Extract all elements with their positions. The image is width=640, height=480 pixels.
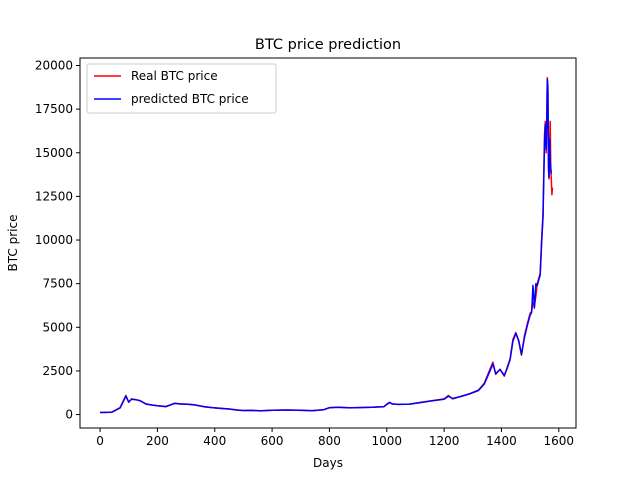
x-tick-label: 200 — [146, 434, 169, 448]
x-axis-label: Days — [313, 456, 343, 470]
legend-label-predicted: predicted BTC price — [131, 92, 249, 106]
y-tick-label: 17500 — [35, 102, 73, 116]
x-tick-label: 800 — [318, 434, 341, 448]
legend-box — [86, 63, 277, 114]
chart-title: BTC price prediction — [255, 37, 401, 53]
series-line-predicted — [100, 78, 553, 414]
y-tick-label: 20000 — [35, 59, 73, 73]
x-tick-label: 1200 — [429, 434, 460, 448]
y-tick-label: 2500 — [42, 364, 73, 378]
series-layer — [100, 76, 554, 414]
x-tick-label: 0 — [96, 434, 104, 448]
x-tick-label: 600 — [261, 434, 284, 448]
plot-frame — [79, 57, 577, 429]
y-tick-label: 15000 — [35, 146, 73, 160]
x-axis: 0 200 400 600 800 1000 1200 1400 1600 — [96, 428, 574, 448]
y-tick-label: 12500 — [35, 189, 73, 203]
x-tick-label: 1000 — [372, 434, 403, 448]
x-tick-label: 400 — [203, 434, 226, 448]
y-tick-label: 10000 — [35, 233, 73, 247]
y-axis: 0 2500 5000 7500 10000 12500 15000 17500 20000 — [35, 59, 80, 422]
legend: Real BTC price predicted BTC price — [86, 63, 277, 114]
y-tick-label: 5000 — [42, 320, 73, 334]
legend-label-real: Real BTC price — [131, 69, 218, 83]
x-tick-label: 1400 — [486, 434, 517, 448]
y-tick-label: 7500 — [42, 277, 73, 291]
y-tick-label: 0 — [65, 408, 73, 422]
x-tick-label: 1600 — [544, 434, 575, 448]
y-axis-label: BTC price — [6, 215, 20, 272]
